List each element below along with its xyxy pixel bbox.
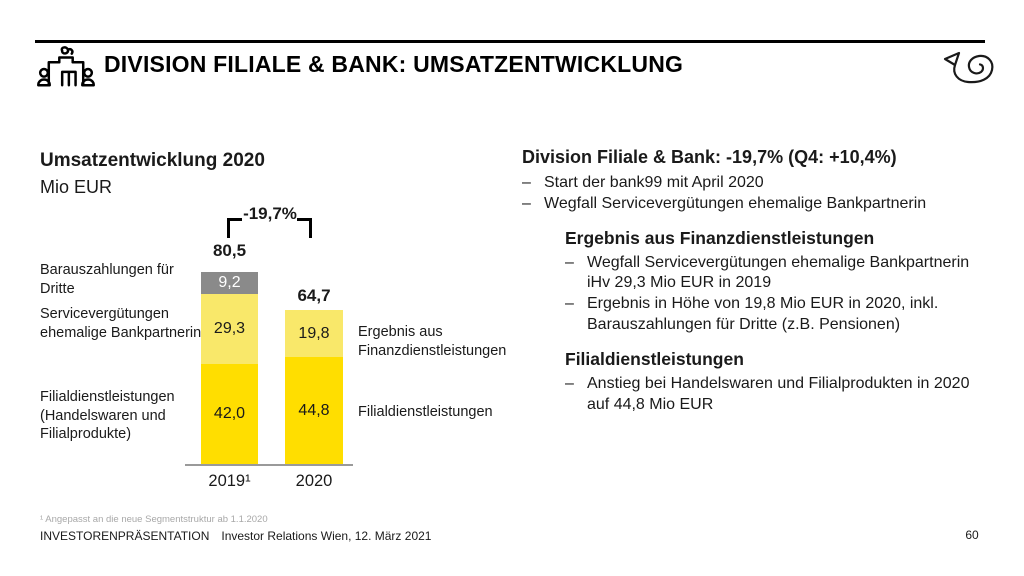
footer-presentation-label: INVESTORENPRÄSENTATION xyxy=(40,529,210,543)
bullet-text: Anstieg bei Handelswaren und Filialprodu… xyxy=(587,374,970,413)
segment-value: 42,0 xyxy=(213,405,246,422)
section-filialdienstleistungen: Filialdienstleistungen – Anstieg bei Han… xyxy=(565,349,982,416)
bracket-right-corner xyxy=(297,218,312,238)
bullet-dash: – xyxy=(522,174,531,191)
segment-barauszahlungen-2019: 9,2 xyxy=(201,272,258,294)
annotation-barauszahlungen: Barauszahlungen für Dritte xyxy=(40,262,174,297)
annotation-filialdienstleistungen-right: Filialdienstleistungen xyxy=(358,404,493,420)
segment-finanzdienstleistungen-2020: 19,8 xyxy=(285,310,343,357)
bullet-item: – Start der bank99 mit April 2020 xyxy=(522,173,982,194)
section-finanzdienstleistungen: Ergebnis aus Finanzdienstleistungen – We… xyxy=(565,228,982,336)
section-heading: Filialdienstleistungen xyxy=(565,348,744,369)
post-branch-icon xyxy=(37,46,95,87)
bullet-dash: – xyxy=(522,194,531,212)
bullet-item: – Ergebnis in Höhe von 19,8 Mio EUR in 2… xyxy=(565,294,982,336)
bullet-text: Wegfall Servicevergütungen ehemalige Ban… xyxy=(544,194,927,212)
x-axis-line xyxy=(185,464,353,466)
bar-total-2019: 80,5 xyxy=(212,241,247,260)
annotation-ergebnis-finanzdienstleistungen: Ergebnis aus Finanzdienstleistungen xyxy=(358,324,507,359)
bullet-item: – Anstieg bei Handelswaren und Filialpro… xyxy=(565,374,982,416)
annotation-filialdienstleistungen: Filialdienstleistungen (Handelswaren und… xyxy=(40,389,175,443)
segment-filialdienstleistungen-2019: 42,0 xyxy=(201,364,258,464)
segment-value: 44,8 xyxy=(298,401,330,419)
header-divider xyxy=(35,40,985,43)
section-heading: Ergebnis aus Finanzdienstleistungen xyxy=(565,227,875,248)
segment-value: 9,2 xyxy=(218,274,241,291)
footer-text: INVESTORENPRÄSENTATION Investor Relations… xyxy=(40,529,431,543)
bullet-text: Ergebnis in Höhe von 19,8 Mio EUR in 202… xyxy=(587,295,939,333)
stacked-bar-2020: 19,8 44,8 xyxy=(285,310,343,464)
bullet-text: Start der bank99 mit April 2020 xyxy=(544,174,764,191)
bullet-dash: – xyxy=(565,295,574,313)
segment-servicevergütungen-2019: 29,3 xyxy=(201,294,258,364)
annotation-servicevergütungen: Servicevergütungen ehemalige Bankpartner… xyxy=(40,306,202,341)
footer-details: Investor Relations Wien, 12. März 2021 xyxy=(221,529,432,543)
bar-total-2020: 64,7 xyxy=(297,286,331,305)
bullet-dash: – xyxy=(565,374,574,392)
page-number: 60 xyxy=(965,528,979,542)
bracket-left-corner xyxy=(227,218,242,238)
panel-heading: Division Filiale & Bank: -19,7% (Q4: +10… xyxy=(522,147,897,167)
slide-title: DIVISION FILIALE & BANK: UMSATZENTWICKLU… xyxy=(104,51,684,77)
bullet-dash: – xyxy=(565,253,574,271)
stacked-bar-2019: 9,2 29,3 42,0 xyxy=(201,272,258,464)
commentary-panel: Division Filiale & Bank: -19,7% (Q4: +10… xyxy=(522,147,982,415)
chart-title: Umsatzentwicklung 2020 xyxy=(40,150,265,171)
segment-value: 29,3 xyxy=(213,320,246,337)
post-horn-logo xyxy=(943,51,994,84)
change-percentage-label: -19,7% xyxy=(243,204,297,223)
bullet-item: – Wegfall Servicevergütungen ehemalige B… xyxy=(522,194,982,215)
category-label-2020: 2020 xyxy=(295,472,333,490)
bullet-text: Wegfall Servicevergütungen ehemalige Ban… xyxy=(587,253,970,292)
category-label-2019: 2019¹ xyxy=(208,472,251,490)
footnote: ¹ Angepasst an die neue Segmentstruktur … xyxy=(40,514,268,525)
chart-unit-label: Mio EUR xyxy=(40,177,113,197)
segment-filialdienstleistungen-2020: 44,8 xyxy=(285,357,343,464)
bullet-item: – Wegfall Servicevergütungen ehemalige B… xyxy=(565,253,982,295)
segment-value: 19,8 xyxy=(298,324,330,342)
